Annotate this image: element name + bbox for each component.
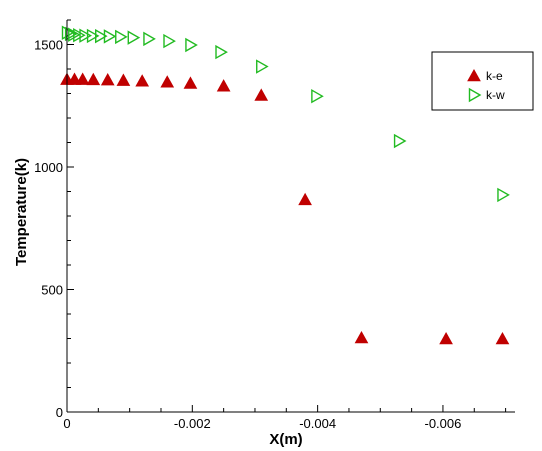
legend-label-k-w: k-w xyxy=(486,88,505,102)
data-point-k-w xyxy=(143,31,156,47)
y-tick-label: 0 xyxy=(56,405,63,420)
data-point-k-e xyxy=(298,192,312,206)
x-tick-label: -0.002 xyxy=(174,416,211,431)
data-point-k-e xyxy=(354,330,369,344)
x-tick-label: 0 xyxy=(63,416,70,431)
legend-label-k-e: k-e xyxy=(486,69,503,83)
legend-box xyxy=(431,51,534,111)
data-point-k-w xyxy=(127,30,141,45)
data-point-k-e xyxy=(160,75,175,88)
data-point-k-w xyxy=(185,37,198,53)
data-point-k-w xyxy=(256,59,269,74)
legend-mark-k-e xyxy=(467,68,481,82)
data-point-k-e xyxy=(439,331,453,345)
data-point-k-w xyxy=(86,28,100,44)
data-point-k-w xyxy=(79,28,92,43)
data-point-k-e xyxy=(116,73,131,86)
data-point-k-e xyxy=(183,76,198,89)
data-point-k-e xyxy=(495,331,510,345)
x-axis-title: X(m) xyxy=(269,431,302,448)
data-point-k-w xyxy=(103,29,117,44)
data-point-k-w xyxy=(393,133,407,149)
x-tick-label: -0.006 xyxy=(425,416,462,431)
data-point-k-w xyxy=(115,29,128,45)
data-point-k-w xyxy=(497,187,510,203)
y-axis-title: Temperature(k) xyxy=(13,158,30,266)
data-point-k-w xyxy=(215,44,228,60)
data-point-k-e xyxy=(216,79,231,92)
data-marks xyxy=(60,25,510,345)
axes: 0 -0.002 -0.004 -0.006 0 500 1000 1500 xyxy=(34,19,515,431)
data-point-k-e xyxy=(67,72,82,85)
data-point-k-w xyxy=(95,28,108,44)
data-point-k-e xyxy=(75,72,90,85)
legend: k-e k-w xyxy=(431,51,534,111)
data-point-k-w xyxy=(163,33,176,49)
data-point-k-e xyxy=(254,88,269,101)
data-point-k-e xyxy=(135,74,150,87)
y-tick-label: 1500 xyxy=(34,38,63,53)
data-point-k-w xyxy=(64,26,78,42)
data-point-k-w xyxy=(311,88,324,104)
x-tick-label: -0.004 xyxy=(299,416,336,431)
data-point-k-e xyxy=(86,72,101,86)
legend-mark-k-w xyxy=(468,87,482,103)
data-point-k-e xyxy=(100,72,115,86)
y-tick-label: 500 xyxy=(41,283,63,298)
data-point-k-w xyxy=(73,27,86,43)
y-tick-label: 1000 xyxy=(34,160,63,175)
legend-marks xyxy=(467,68,482,103)
